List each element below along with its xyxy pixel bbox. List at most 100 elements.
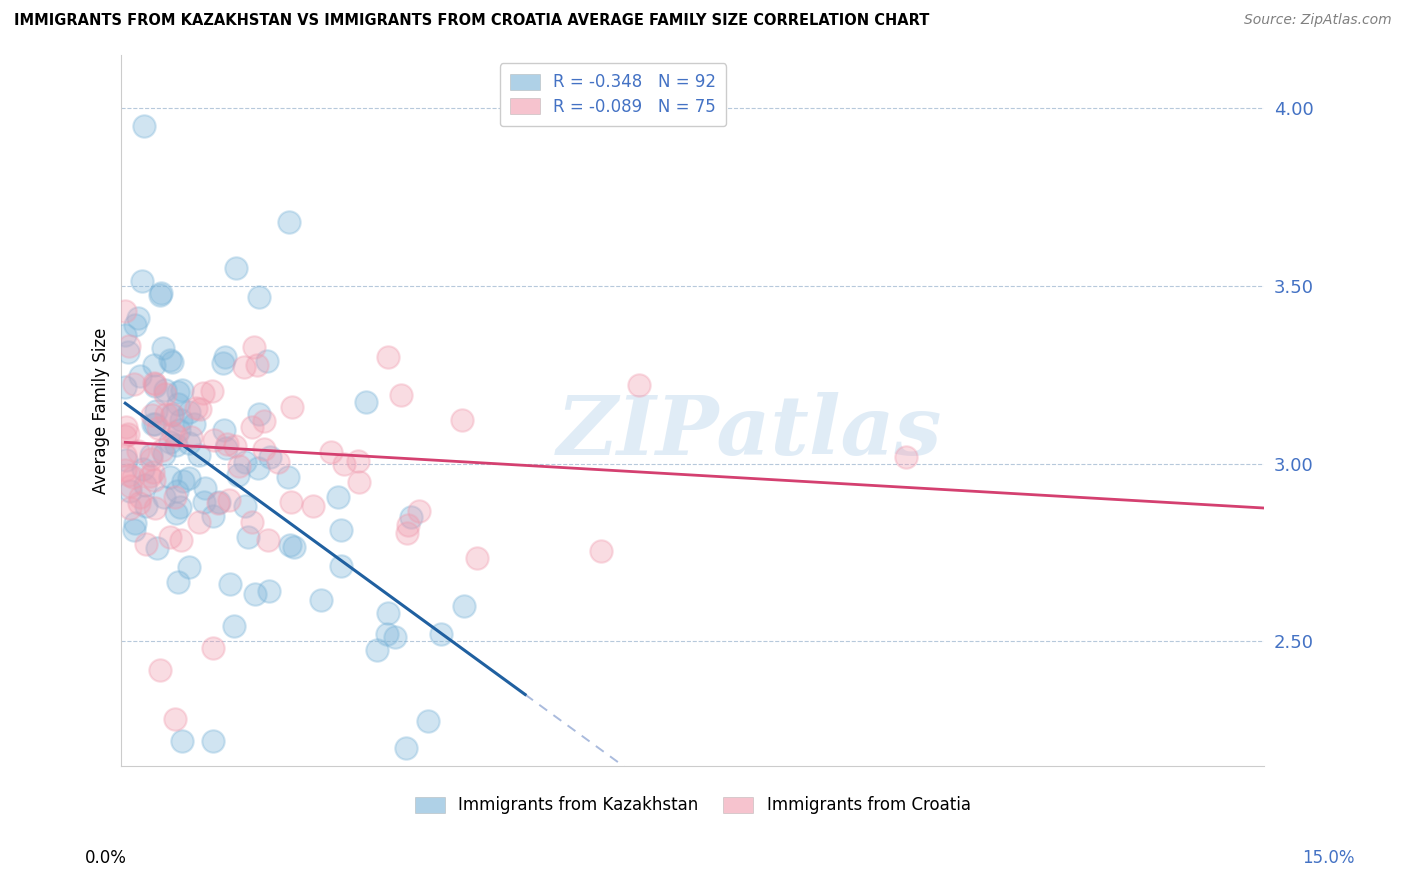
Point (389, 388, 412, 402)
Point (329, 523, 352, 537)
Point (395, 740, 418, 755)
Point (120, 484, 142, 499)
Point (159, 470, 181, 484)
Point (150, 285, 173, 300)
Point (354, 395, 377, 409)
Point (150, 442, 173, 457)
Point (233, 499, 256, 513)
Point (395, 525, 418, 540)
Point (247, 407, 270, 421)
Point (450, 413, 472, 427)
Point (165, 438, 187, 452)
Point (160, 407, 183, 421)
Point (184, 401, 207, 415)
Point (118, 468, 141, 483)
Point (257, 584, 280, 599)
Point (165, 506, 187, 520)
Point (253, 414, 276, 428)
Point (115, 452, 138, 467)
Point (302, 499, 325, 513)
Point (408, 504, 430, 518)
Point (117, 426, 139, 441)
Point (377, 606, 399, 620)
Point (256, 533, 278, 548)
Point (167, 397, 190, 411)
Point (114, 420, 136, 434)
Point (201, 384, 224, 398)
Point (146, 541, 169, 556)
Point (253, 442, 276, 457)
Point (162, 409, 184, 423)
Point (135, 499, 157, 513)
Point (163, 712, 186, 726)
Point (163, 491, 186, 505)
Point (183, 417, 205, 431)
Point (114, 448, 136, 462)
Point (243, 340, 266, 354)
Point (155, 383, 177, 397)
Point (246, 460, 269, 475)
Point (114, 429, 136, 443)
Point (208, 495, 231, 509)
Point (245, 587, 267, 601)
Point (193, 494, 215, 508)
Point (326, 490, 349, 504)
Point (170, 413, 193, 427)
Y-axis label: Average Family Size: Average Family Size (93, 327, 110, 493)
Point (188, 448, 211, 462)
Point (134, 478, 156, 492)
Point (124, 516, 146, 530)
Point (172, 474, 194, 488)
Point (143, 358, 166, 372)
Point (145, 404, 167, 418)
Point (319, 445, 342, 459)
Point (347, 453, 370, 467)
Point (278, 215, 301, 229)
Point (141, 417, 163, 431)
Point (187, 515, 209, 529)
Point (177, 471, 200, 485)
Point (139, 451, 162, 466)
Point (212, 423, 235, 437)
Point (142, 376, 165, 390)
Point (120, 479, 142, 493)
Point (114, 463, 136, 477)
Point (224, 439, 246, 453)
Point (465, 550, 488, 565)
Point (159, 434, 181, 449)
Point (332, 457, 354, 471)
Point (309, 593, 332, 607)
Point (138, 468, 160, 483)
Point (114, 328, 136, 343)
Legend: Immigrants from Kazakhstan, Immigrants from Croatia: Immigrants from Kazakhstan, Immigrants f… (408, 789, 977, 822)
Point (278, 538, 301, 552)
Point (232, 359, 254, 374)
Point (177, 559, 200, 574)
Point (416, 714, 439, 728)
Point (377, 350, 399, 364)
Point (194, 481, 217, 495)
Point (215, 441, 238, 455)
Point (894, 450, 917, 464)
Point (129, 490, 152, 504)
Point (201, 733, 224, 747)
Point (225, 261, 247, 276)
Point (124, 318, 146, 332)
Point (114, 303, 136, 318)
Point (246, 358, 269, 372)
Point (143, 377, 166, 392)
Point (162, 425, 184, 440)
Point (148, 663, 170, 677)
Point (117, 345, 139, 359)
Point (247, 290, 270, 304)
Point (155, 407, 177, 421)
Text: Source: ZipAtlas.com: Source: ZipAtlas.com (1244, 13, 1392, 28)
Point (201, 641, 224, 656)
Point (127, 311, 149, 326)
Point (366, 643, 388, 657)
Point (128, 368, 150, 383)
Point (124, 523, 146, 537)
Point (228, 459, 250, 474)
Point (134, 119, 156, 133)
Point (384, 630, 406, 644)
